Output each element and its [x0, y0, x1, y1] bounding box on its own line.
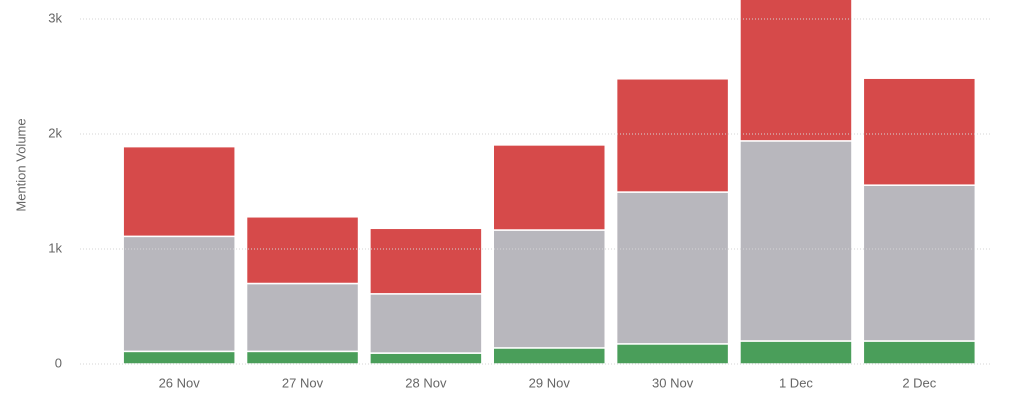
bar-segment: [615, 343, 730, 364]
bar-segment: [369, 293, 483, 354]
y-tick-label: 1k: [48, 240, 62, 255]
bar-segment: [245, 350, 360, 364]
x-tick-label: 2 Dec: [902, 375, 936, 390]
bar-segment: [369, 227, 483, 295]
bar-segment: [615, 191, 730, 345]
bar-segment: [245, 216, 360, 285]
bar-segment: [739, 0, 853, 142]
x-tick-label: 29 Nov: [529, 375, 571, 390]
y-tick-label: 0: [55, 355, 62, 370]
x-tick-label: 28 Nov: [405, 375, 447, 390]
bar-segment: [492, 229, 606, 349]
bar-segment: [122, 235, 236, 353]
bar-segment: [369, 352, 483, 364]
x-tick-label: 26 Nov: [159, 375, 201, 390]
bar-segment: [862, 340, 977, 364]
bar-segment: [122, 350, 236, 364]
bar-segment: [492, 144, 606, 231]
plot-area: [122, 0, 977, 364]
y-tick-label: 3k: [48, 10, 62, 25]
x-tick-label: 1 Dec: [779, 375, 813, 390]
bar-segment: [862, 77, 977, 186]
y-axis-label: Mention Volume: [13, 118, 28, 211]
bar-segment: [245, 282, 360, 353]
y-tick-label: 2k: [48, 125, 62, 140]
bar-segment: [739, 140, 853, 342]
x-tick-label: 30 Nov: [652, 375, 694, 390]
x-tick-label: 27 Nov: [282, 375, 324, 390]
bar-segment: [615, 78, 730, 193]
bar-segment: [492, 347, 606, 364]
bar-segment: [862, 184, 977, 342]
bar-segment: [122, 145, 236, 238]
bar-segment: [739, 340, 853, 364]
